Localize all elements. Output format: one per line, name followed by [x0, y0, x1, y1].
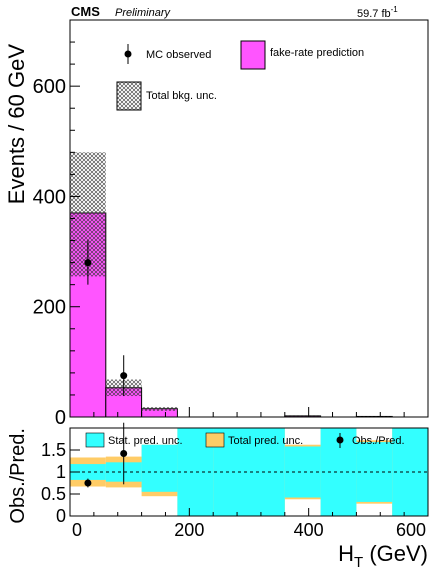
ratio-y-tick-label: 0.5 [41, 484, 66, 504]
ratio-plot-frame [69, 427, 429, 517]
main-plot-frame [69, 19, 429, 418]
ratio-point [120, 450, 128, 458]
legend-ratio-marker [336, 433, 344, 448]
ratio-y-axis-label: Obs./Pred. [7, 428, 29, 524]
legend-total-unc-label: Total pred. unc. [228, 435, 303, 447]
bkg-uncertainty-band [356, 416, 393, 417]
ratio-legend: Stat. pred. unc. Total pred. unc. Obs./P… [85, 432, 405, 448]
legend-total-unc-swatch [205, 432, 225, 448]
ratio-x-tick-label: 400 [294, 520, 324, 540]
stat-unc-band [284, 446, 321, 498]
legend-mc-observed-label: MC observed [146, 49, 211, 61]
bkg-uncertainty-band [141, 407, 178, 411]
stat-unc-band [356, 442, 393, 502]
ratio-x-tick-label: 0 [72, 520, 82, 540]
main-y-tick-label: 0 [55, 407, 66, 429]
legend-bkg-unc-label: Total bkg. unc. [146, 90, 217, 102]
observed-point [120, 372, 128, 380]
ratio-point [84, 479, 92, 487]
ratio-x-tick-label: 600 [396, 520, 426, 540]
main-y-tick-label: 200 [33, 297, 66, 319]
main-legend: MC observed fake-rate prediction Total b… [116, 40, 364, 111]
stat-unc-band [70, 464, 106, 480]
ratio-y-tick-label: 1.5 [41, 440, 66, 460]
ratio-y-tick-label: 0 [56, 506, 66, 526]
experiment-label: CMS [71, 4, 100, 19]
luminosity-label: 59.7 fb-1 [357, 5, 398, 20]
main-plot-axes: 0 200 400 600 [33, 19, 429, 429]
legend-prediction-swatch [240, 40, 266, 70]
main-y-tick-label: 400 [33, 186, 66, 208]
stat-unc-band [392, 428, 428, 516]
legend-stat-unc-swatch [85, 432, 105, 448]
ratio-plot-axes: 00.511.50 200 400 600 [41, 440, 429, 540]
x-axis-label: HT (GeV) [338, 541, 428, 571]
ratio-x-tick-label: 200 [174, 520, 204, 540]
legend-prediction-label: fake-rate prediction [270, 47, 364, 59]
status-label: Preliminary [115, 7, 172, 19]
legend-ratio-label: Obs./Pred. [352, 435, 405, 447]
legend-stat-unc-label: Stat. pred. unc. [108, 435, 183, 447]
ratio-y-tick-label: 1 [56, 462, 66, 482]
stat-unc-band [141, 444, 178, 492]
bkg-uncertainty-band [284, 415, 321, 417]
stat-unc-band [249, 428, 285, 516]
legend-mc-observed-marker [124, 44, 132, 64]
observed-point [84, 259, 92, 267]
main-y-axis-label: Events / 60 GeV [4, 44, 29, 205]
main-y-tick-label: 600 [33, 76, 66, 98]
main-plot-data [69, 152, 393, 418]
legend-bkg-unc-swatch [116, 81, 142, 111]
